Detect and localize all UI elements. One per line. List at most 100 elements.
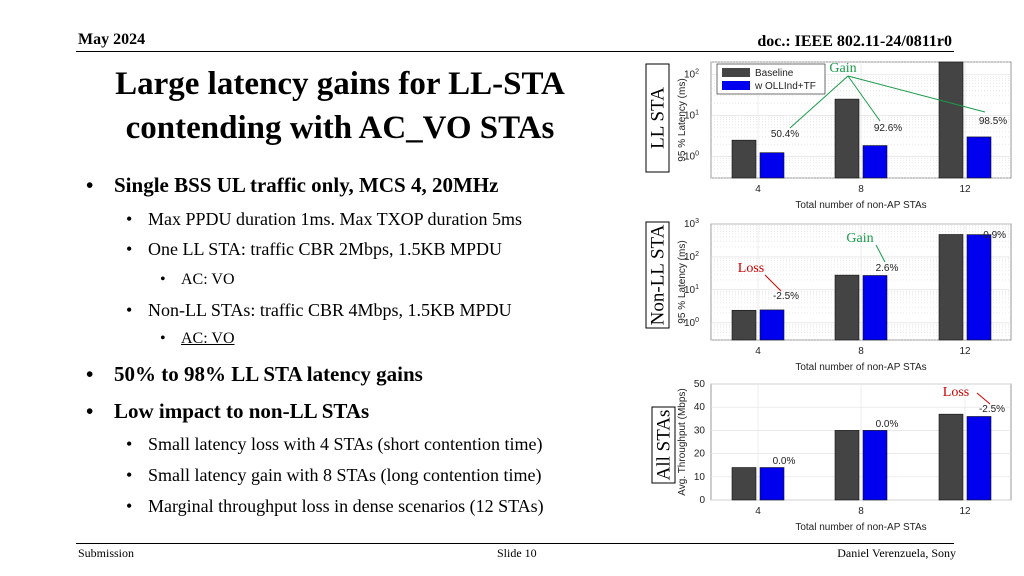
bullet-dot: • — [160, 330, 166, 347]
annotation-loss: Loss — [943, 385, 969, 400]
bullet-dot: • — [86, 173, 94, 197]
annotation-loss: Loss — [738, 261, 764, 276]
bar-proposed — [966, 234, 992, 341]
bullet-dot: • — [86, 362, 94, 386]
bullet-latency-gains: 50% to 98% LL STA latency gains — [114, 362, 423, 386]
bar-proposed — [759, 152, 785, 179]
data-label: -2.5% — [773, 291, 799, 302]
annotation-gain-line — [789, 75, 849, 129]
bullet-dot: • — [126, 300, 133, 320]
bullet-ll-sta: One LL STA: traffic CBR 2Mbps, 1.5KB MPD… — [148, 239, 503, 259]
annotation-gain-line — [847, 75, 986, 113]
bullet-dot: • — [86, 399, 94, 423]
bullet-dot: • — [126, 239, 133, 259]
y-tick-label: 40 — [694, 402, 706, 413]
bullet-dot: • — [126, 209, 133, 229]
bullet-dot: • — [126, 496, 133, 516]
y-tick-label: 103 — [684, 218, 699, 230]
bullet-8-stas: Small latency gain with 8 STAs (long con… — [148, 465, 542, 485]
bullet-dot: • — [126, 465, 133, 485]
x-tick-label: 8 — [858, 506, 864, 517]
bar-baseline — [938, 234, 964, 341]
y-axis-label: 95 % Latency (ms) — [677, 78, 688, 161]
bar-baseline — [938, 61, 964, 179]
y-tick-label: 50 — [694, 379, 706, 390]
bar-proposed — [966, 136, 992, 179]
bullet-dot: • — [160, 271, 166, 288]
bar-proposed — [759, 309, 785, 341]
data-label: -2.5% — [979, 404, 1005, 415]
y-tick-label: 101 — [684, 284, 699, 296]
bar-baseline — [731, 309, 757, 341]
bullet-low-impact: Low impact to non-LL STAs — [114, 399, 370, 423]
side-label: Non-LL STA — [648, 224, 669, 325]
bar-baseline — [731, 467, 757, 501]
slide-title-line1: Large latency gains for LL-STA — [115, 66, 565, 102]
data-label: 98.5% — [979, 116, 1007, 127]
bar-baseline — [834, 274, 860, 341]
x-axis-label: Total number of non-AP STAs — [795, 200, 926, 211]
side-label-box — [645, 63, 670, 173]
bullet-ll-ac: AC: VO — [181, 271, 235, 288]
bar-proposed — [759, 467, 785, 501]
footer-slide-number: Slide 10 — [497, 546, 537, 560]
y-tick-label: 20 — [694, 449, 706, 460]
x-tick-label: 12 — [959, 346, 971, 357]
y-tick-label: 102 — [684, 68, 699, 80]
annotation-gain: Gain — [846, 231, 873, 246]
y-tick-label: 101 — [684, 109, 699, 121]
y-tick-label: 30 — [694, 425, 706, 436]
side-label: All STAs — [654, 410, 675, 481]
header-date: May 2024 — [78, 31, 146, 48]
y-tick-label: 100 — [684, 151, 699, 163]
header-rule — [76, 51, 954, 52]
y-tick-label: 10 — [694, 472, 706, 483]
x-tick-label: 4 — [755, 346, 761, 357]
bar-proposed — [862, 275, 888, 341]
bullet-4-stas: Small latency loss with 4 STAs (short co… — [148, 434, 543, 454]
data-label: 92.6% — [874, 123, 902, 134]
x-tick-label: 12 — [959, 184, 971, 195]
footer-rule — [76, 543, 954, 544]
bar-baseline — [731, 139, 757, 179]
slide-title: Large latency gains for LL-STA contendin… — [90, 62, 590, 150]
y-axis-label: 95 % Latency (ms) — [677, 240, 688, 323]
x-tick-label: 8 — [858, 184, 864, 195]
y-axis-label: Avg. Throughput (Mbps) — [677, 388, 688, 495]
x-tick-label: 8 — [858, 346, 864, 357]
legend-swatch-proposed — [722, 81, 750, 90]
bar-proposed — [862, 145, 888, 179]
x-axis-label: Total number of non-AP STAs — [795, 362, 926, 373]
annotation-gain-line — [847, 75, 881, 122]
footer-author: Daniel Verenzuela, Sony — [837, 546, 956, 560]
y-tick-label: 0 — [699, 495, 705, 506]
y-tick-label: 100 — [684, 317, 699, 329]
bullet-config: Single BSS UL traffic only, MCS 4, 20MHz — [114, 173, 499, 197]
bullet-dot: • — [126, 434, 133, 454]
data-label: 0.0% — [773, 456, 796, 467]
data-label: 2.6% — [876, 263, 899, 274]
legend-label-baseline: Baseline — [755, 68, 794, 79]
bullet-non-ll-ac: AC: VO — [181, 330, 235, 347]
y-tick-label: 102 — [684, 251, 699, 263]
annotation-gain-line — [875, 244, 886, 263]
footer-submission: Submission — [78, 546, 135, 560]
x-tick-label: 4 — [755, 184, 761, 195]
data-label: -0.9% — [980, 230, 1006, 241]
legend-label-proposed: w OLLInd+TF — [754, 81, 816, 92]
data-label: 0.0% — [876, 419, 899, 430]
x-axis-label: Total number of non-AP STAs — [795, 522, 926, 533]
data-label: 50.4% — [771, 129, 799, 140]
side-label: LL STA — [648, 87, 669, 149]
x-tick-label: 12 — [959, 506, 971, 517]
legend-swatch-baseline — [722, 68, 750, 77]
side-label-box — [651, 406, 676, 484]
annotation-loss-line — [764, 274, 782, 292]
annotation-loss-line — [976, 392, 991, 405]
bar-proposed — [862, 430, 888, 501]
slide-title-line2: contending with AC_VO STAs — [125, 110, 555, 146]
bullet-non-ll-sta: Non-LL STAs: traffic CBR 4Mbps, 1.5KB MP… — [148, 300, 512, 320]
x-tick-label: 4 — [755, 506, 761, 517]
annotation-gain: Gain — [829, 61, 856, 76]
